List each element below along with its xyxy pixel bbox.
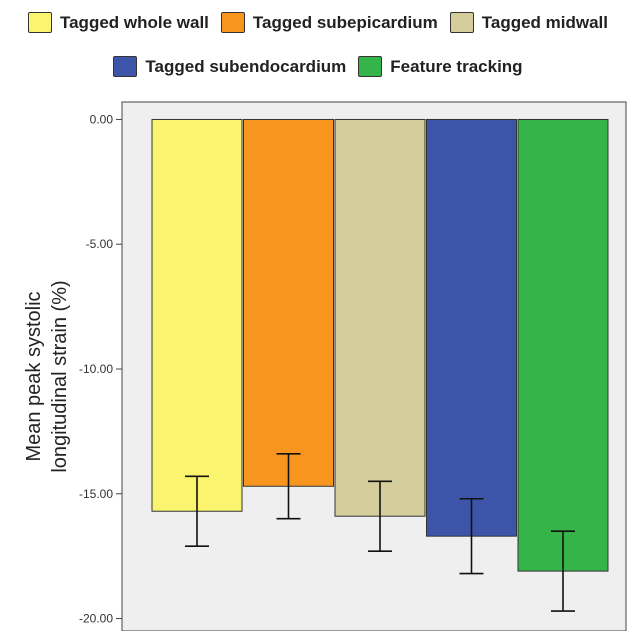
bar-3 xyxy=(334,118,426,517)
legend-item-subepicardium: Tagged subepicardium xyxy=(220,12,438,33)
legend-label-midwall: Tagged midwall xyxy=(481,12,609,32)
legend-label-subendocardium: Tagged subendocardium xyxy=(145,56,347,76)
bar-1 xyxy=(151,118,243,512)
legend-item-midwall: Tagged midwall xyxy=(449,12,609,33)
y-tick-label: -20.00 xyxy=(79,612,113,626)
bar-4 xyxy=(426,118,517,537)
legend-label-whole-wall: Tagged whole wall xyxy=(59,12,209,32)
legend-swatch-midwall xyxy=(449,12,474,33)
legend-row-2: Tagged subendocardium Feature tracking xyxy=(0,56,636,77)
legend-swatch-feature-tracking xyxy=(358,56,383,77)
legend-item-feature-tracking: Feature tracking xyxy=(358,56,523,77)
bar-2 xyxy=(243,118,334,487)
legend-item-whole-wall: Tagged whole wall xyxy=(27,12,209,33)
y-axis-label: Mean peak systolic longitudinal strain (%… xyxy=(23,280,71,472)
legend-item-subendocardium: Tagged subendocardium xyxy=(113,56,346,77)
bar-chart: 0.00 -5.00 -10.00 -15.00 -20.00 Mean peak sys… xyxy=(23,101,627,631)
y-tick-label: 0.00 xyxy=(90,112,114,126)
legend-label-feature-tracking: Feature tracking xyxy=(390,56,523,76)
legend-swatch-subendocardium xyxy=(113,56,138,77)
legend-swatch-subepicardium xyxy=(220,12,245,33)
legend-row-1: Tagged whole wall Tagged subepicardium T… xyxy=(0,12,636,33)
bar-5 xyxy=(517,118,609,572)
y-tick-label: -10.00 xyxy=(79,362,113,376)
y-axis-label-line: Mean peak systolic xyxy=(23,291,45,461)
y-axis-label-line: longitudinal strain (%) xyxy=(49,280,71,472)
chart-legend: Tagged whole wall Tagged subepicardium T… xyxy=(0,0,636,90)
y-tick-label: -5.00 xyxy=(86,237,114,251)
y-tick-label: -15.00 xyxy=(79,487,113,501)
legend-swatch-whole-wall xyxy=(27,12,52,33)
legend-label-subepicardium: Tagged subepicardium xyxy=(252,12,438,32)
